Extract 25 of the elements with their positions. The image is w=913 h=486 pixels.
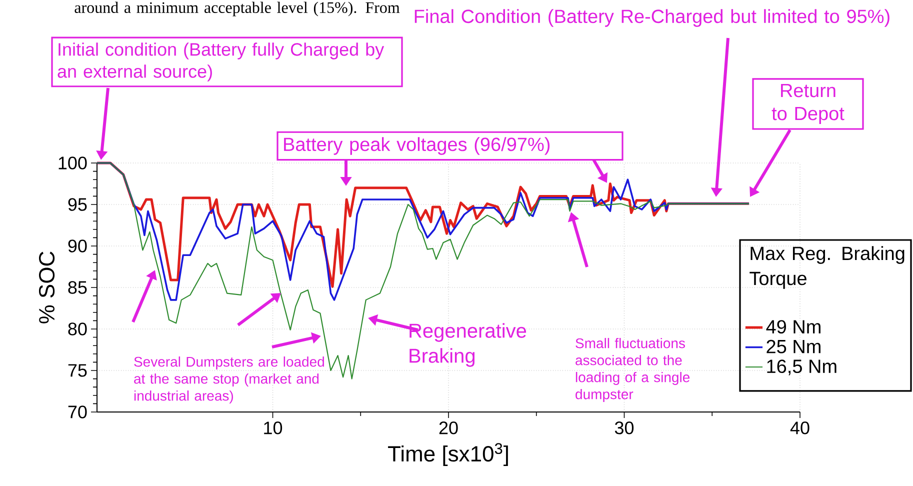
y-tick-label: 100 (58, 156, 87, 170)
text: Final Condition (Battery Re-Charged but limited to 95%) (414, 9, 890, 27)
x-tick-label: 10 (264, 422, 282, 434)
y-tick-label: 75 (68, 364, 87, 377)
annotation: Regenerative Braking (410, 323, 526, 367)
y-tick-label: 85 (68, 281, 87, 294)
y-axis-title: % SOC (38, 252, 55, 324)
y-tick-label: 95 (68, 198, 87, 211)
annotation: Small fluctuations associated to the loading of a single dumpster (576, 338, 690, 402)
x-tick-label: 30 (614, 422, 634, 434)
legend-title: Max Reg. Braking Torque (750, 246, 904, 289)
y-tick-label: 90 (68, 240, 87, 252)
legend-label: 49 Nm (766, 320, 820, 334)
legend-label: 16,5 Nm (767, 360, 836, 376)
x-tick-label: 40 (790, 422, 810, 434)
text: around a minimum acceptable level (15%). From (74, 2, 400, 16)
legend-label: 25 Nm (766, 340, 820, 354)
x-axis-title: Time [sx10$^{3}$] (388, 443, 508, 466)
y-tick-label: 70 (68, 406, 87, 418)
y-tick-label: 80 (68, 322, 87, 336)
annotation: Several Dumpsters are loaded at the same stop (market and industrial areas) (134, 356, 324, 404)
text: Battery peak voltages (96/97%) (284, 137, 550, 155)
text: Initial condition (Battery fully Charged by an external source) (58, 42, 384, 82)
x-tick-label: 20 (439, 422, 458, 434)
text: Return to Depot (772, 84, 844, 124)
